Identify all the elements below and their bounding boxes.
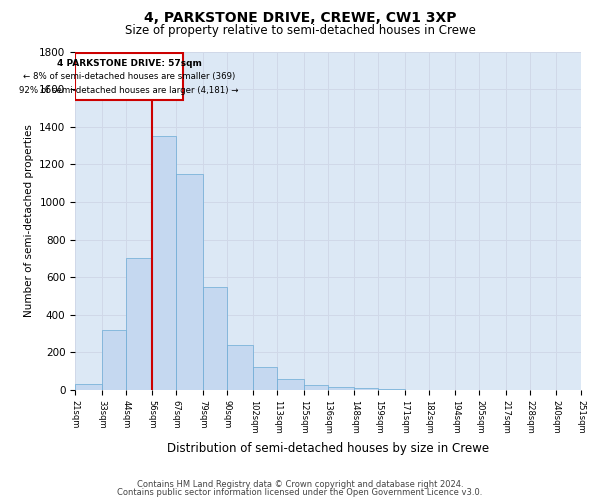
Text: 4, PARKSTONE DRIVE, CREWE, CW1 3XP: 4, PARKSTONE DRIVE, CREWE, CW1 3XP	[144, 11, 456, 25]
Y-axis label: Number of semi-detached properties: Number of semi-detached properties	[23, 124, 34, 317]
Text: Contains public sector information licensed under the Open Government Licence v3: Contains public sector information licen…	[118, 488, 482, 497]
Text: 4 PARKSTONE DRIVE: 57sqm: 4 PARKSTONE DRIVE: 57sqm	[56, 59, 202, 68]
Bar	[379, 389, 405, 390]
Bar	[277, 379, 304, 390]
Text: ← 8% of semi-detached houses are smaller (369): ← 8% of semi-detached houses are smaller…	[23, 72, 235, 82]
Text: Size of property relative to semi-detached houses in Crewe: Size of property relative to semi-detach…	[125, 24, 475, 37]
Bar	[75, 54, 183, 100]
Bar	[328, 387, 354, 390]
Bar	[75, 384, 101, 390]
Bar	[203, 286, 227, 390]
Bar	[227, 345, 253, 390]
Bar	[126, 258, 152, 390]
X-axis label: Distribution of semi-detached houses by size in Crewe: Distribution of semi-detached houses by …	[167, 442, 489, 455]
Bar	[253, 368, 277, 390]
Text: 92% of semi-detached houses are larger (4,181) →: 92% of semi-detached houses are larger (…	[19, 86, 239, 94]
Bar	[354, 388, 379, 390]
Bar	[101, 330, 126, 390]
Bar	[176, 174, 203, 390]
Text: Contains HM Land Registry data © Crown copyright and database right 2024.: Contains HM Land Registry data © Crown c…	[137, 480, 463, 489]
Bar	[304, 386, 328, 390]
Bar	[152, 136, 176, 390]
